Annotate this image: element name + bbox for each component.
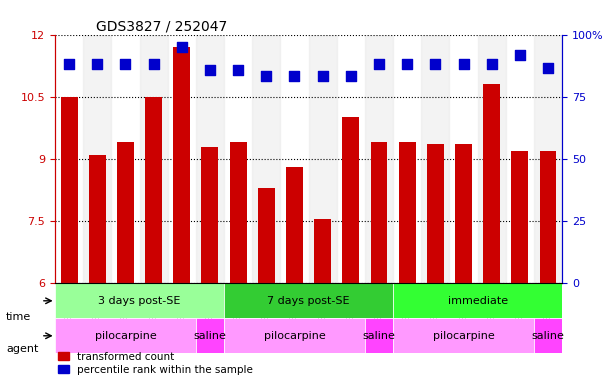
Bar	[117, 142, 134, 283]
Text: 7 days post-SE: 7 days post-SE	[267, 296, 350, 306]
Bar	[483, 84, 500, 283]
Point	[92, 61, 102, 67]
Point	[148, 61, 158, 67]
Text: immediate: immediate	[447, 296, 508, 306]
Bar	[314, 219, 331, 283]
Point	[233, 67, 243, 73]
Bar	[365, 35, 393, 283]
Point	[487, 61, 497, 67]
Bar	[202, 147, 218, 283]
Text: pilocarpine: pilocarpine	[263, 331, 325, 341]
Bar	[224, 318, 365, 353]
Text: saline: saline	[194, 331, 227, 341]
Bar	[230, 142, 247, 283]
Bar	[427, 144, 444, 283]
Bar	[393, 283, 562, 318]
Point	[374, 61, 384, 67]
Bar	[83, 35, 111, 283]
Bar	[342, 118, 359, 283]
Point	[120, 61, 130, 67]
Bar	[139, 35, 167, 283]
Point	[64, 61, 74, 67]
Bar	[365, 318, 393, 353]
Bar	[421, 35, 450, 283]
Bar	[55, 318, 196, 353]
Text: time: time	[6, 312, 31, 322]
Bar	[393, 318, 534, 353]
Bar	[286, 167, 303, 283]
Point	[459, 61, 469, 67]
Bar	[252, 35, 280, 283]
Bar	[455, 144, 472, 283]
Text: 3 days post-SE: 3 days post-SE	[98, 296, 181, 306]
Point	[543, 65, 553, 71]
Bar	[60, 97, 78, 283]
Bar	[399, 142, 415, 283]
Point	[346, 73, 356, 79]
Bar	[370, 142, 387, 283]
Bar	[309, 35, 337, 283]
Bar	[89, 155, 106, 283]
Bar	[478, 35, 506, 283]
Text: saline: saline	[362, 331, 395, 341]
Bar	[534, 35, 562, 283]
Point	[430, 61, 440, 67]
Point	[205, 67, 215, 73]
Bar	[511, 151, 529, 283]
Bar	[145, 97, 162, 283]
Bar	[224, 283, 393, 318]
Point	[290, 73, 299, 79]
Bar	[258, 188, 275, 283]
Bar	[174, 47, 190, 283]
Bar	[196, 35, 224, 283]
Text: agent: agent	[6, 344, 38, 354]
Text: saline: saline	[532, 331, 565, 341]
Bar	[540, 151, 557, 283]
Text: pilocarpine: pilocarpine	[433, 331, 494, 341]
Bar	[534, 318, 562, 353]
Point	[402, 61, 412, 67]
Point	[262, 73, 271, 79]
Point	[318, 73, 327, 79]
Legend: transformed count, percentile rank within the sample: transformed count, percentile rank withi…	[54, 348, 257, 379]
Text: pilocarpine: pilocarpine	[95, 331, 156, 341]
Bar	[55, 283, 224, 318]
Point	[177, 44, 187, 50]
Text: GDS3827 / 252047: GDS3827 / 252047	[95, 20, 227, 33]
Bar	[196, 318, 224, 353]
Point	[515, 52, 525, 58]
